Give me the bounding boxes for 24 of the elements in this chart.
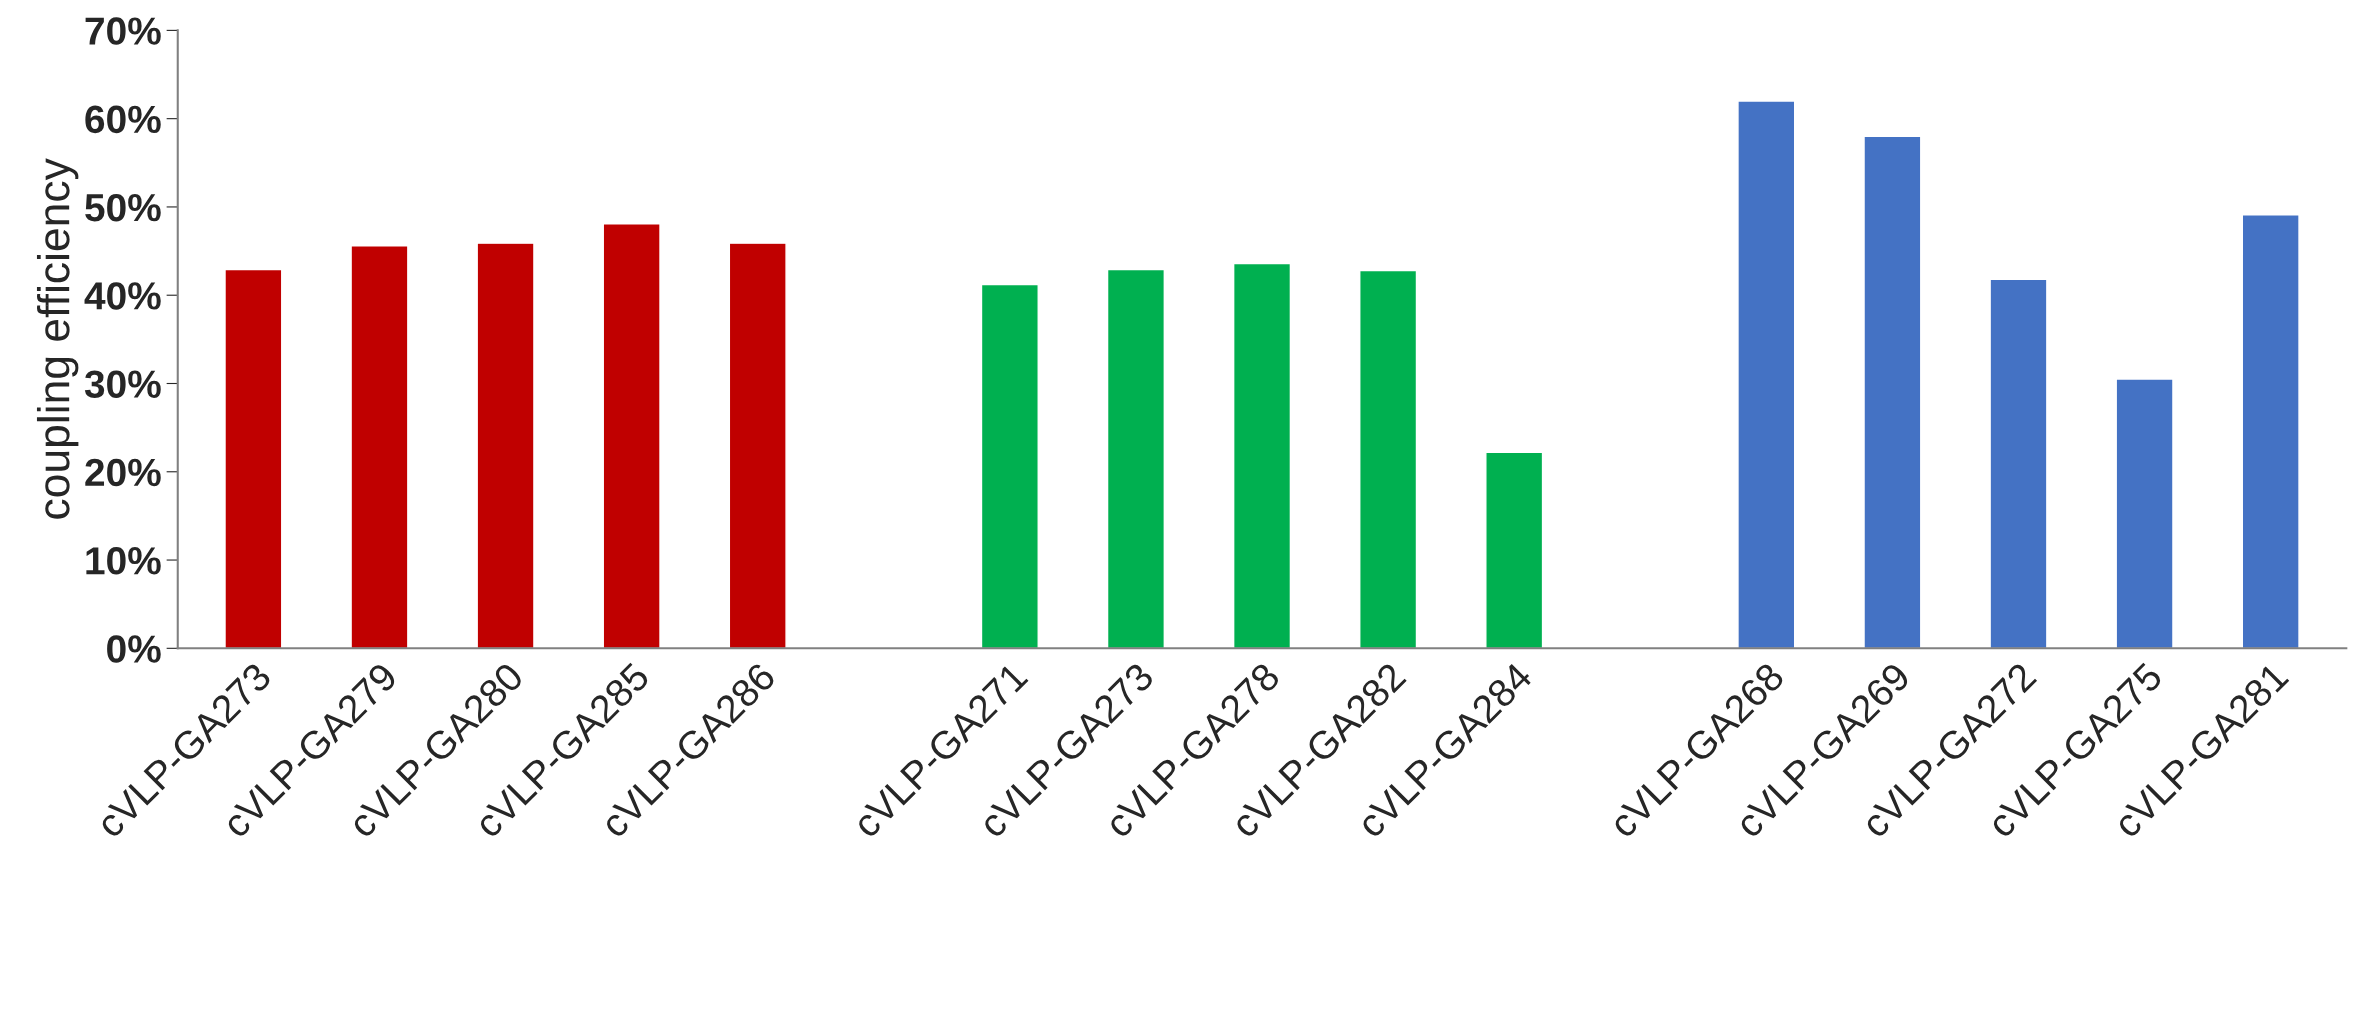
y-tick-label: 0% (107, 635, 161, 663)
bar (728, 242, 787, 649)
bar (1106, 268, 1166, 649)
bar (1989, 278, 2048, 649)
y-tick-label: 10% (86, 546, 161, 575)
bar (476, 242, 535, 649)
bar (980, 283, 1039, 649)
y-tick-label: 50% (85, 193, 161, 222)
bar (350, 245, 409, 649)
y-axis-title: coupling efficiency (36, 158, 79, 519)
y-tick-label: 30% (84, 370, 161, 399)
y-tick-label: 70% (85, 17, 161, 45)
bar (602, 223, 661, 649)
bar (2115, 378, 2174, 649)
bar (2241, 214, 2300, 649)
y-tick-label: 20% (85, 458, 161, 487)
bar (1863, 135, 1922, 649)
y-tick-label: 60% (85, 105, 161, 134)
bar (1359, 269, 1418, 649)
bar (224, 268, 283, 649)
bar (1232, 262, 1292, 649)
bar (1737, 100, 1796, 649)
bar (1485, 451, 1544, 649)
y-tick-label: 40% (84, 282, 161, 310)
